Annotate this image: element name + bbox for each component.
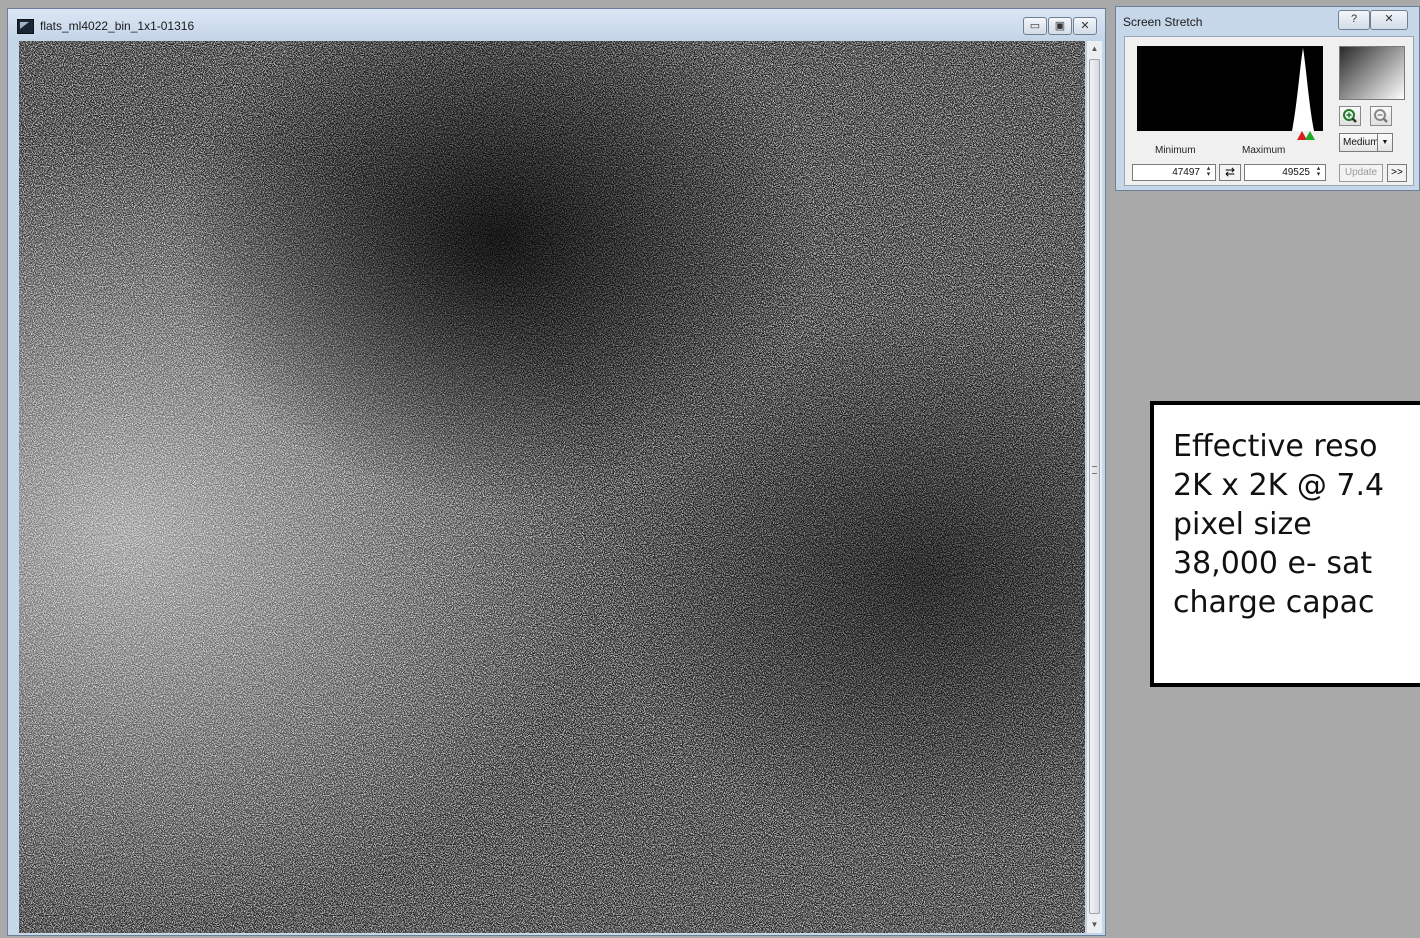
maximum-input[interactable] [1245, 165, 1325, 180]
annotation-line: 38,000 e- sat [1173, 546, 1373, 581]
image-window: flats_ml4022_bin_1x1-01316 ▭ ▣ ✕ [7, 8, 1106, 936]
zoom-in-button[interactable] [1339, 106, 1361, 126]
annotation-box: Effective reso 2K x 2K @ 7.4 pixel size … [1150, 401, 1420, 687]
histogram-curve [1292, 48, 1314, 131]
stretch-gradient-preview [1339, 46, 1405, 100]
scroll-up-arrow-icon[interactable]: ▲ [1090, 44, 1099, 53]
screen-stretch-title: Screen Stretch [1123, 15, 1203, 29]
zoom-in-icon [1343, 109, 1357, 123]
chevron-down-icon[interactable]: ▼ [1377, 134, 1392, 151]
minimum-input[interactable] [1133, 165, 1215, 180]
stretch-panel: Minimum Maximum ▴▾ ⇄ ▴▾ [1124, 36, 1414, 186]
maximum-marker-icon[interactable] [1305, 131, 1315, 140]
more-button[interactable]: >> [1387, 164, 1407, 182]
scrollbar-grip-icon [1092, 466, 1097, 474]
annotation-line: charge capac [1173, 585, 1375, 620]
maximum-spin-arrows-icon[interactable]: ▴ ▾ [1316, 165, 1321, 178]
help-button[interactable]: ? [1338, 10, 1370, 30]
histogram[interactable] [1137, 46, 1323, 131]
scrollbar-thumb[interactable] [1089, 59, 1100, 914]
flat-field-image[interactable] [19, 41, 1085, 933]
stretch-close-button[interactable]: ✕ [1370, 10, 1408, 30]
zoom-out-icon [1374, 109, 1388, 123]
preset-value: Medium [1343, 137, 1379, 148]
update-button[interactable]: Update [1339, 164, 1383, 182]
maximize-button[interactable]: ▣ [1048, 17, 1072, 35]
annotation-line: 2K x 2K @ 7.4 [1173, 468, 1385, 503]
scroll-down-arrow-icon[interactable]: ▼ [1090, 920, 1099, 929]
minimum-marker-icon[interactable] [1297, 131, 1307, 140]
minimize-button[interactable]: ▭ [1023, 17, 1047, 35]
close-button[interactable]: ✕ [1073, 17, 1097, 35]
minimum-spinner[interactable]: ▴▾ [1132, 164, 1216, 181]
vertical-scrollbar[interactable]: ▲ ▼ [1086, 41, 1102, 933]
image-window-title: flats_ml4022_bin_1x1-01316 [40, 19, 195, 33]
swap-button[interactable]: ⇄ [1219, 164, 1241, 181]
noise-image-render [19, 41, 1085, 933]
minimum-label: Minimum [1155, 145, 1196, 156]
app-icon [17, 19, 34, 34]
maximum-label: Maximum [1242, 145, 1286, 156]
annotation-line: pixel size [1173, 507, 1312, 542]
maximum-spinner[interactable]: ▴▾ [1244, 164, 1326, 181]
minimum-spin-arrows-icon[interactable]: ▴ ▾ [1206, 165, 1211, 178]
annotation-line: Effective reso [1173, 429, 1378, 464]
screen-stretch-window: Screen Stretch ? ✕ Minimum Maximum ▴▾ ⇄ … [1115, 6, 1420, 191]
preset-dropdown[interactable]: Medium ▼ [1339, 133, 1393, 152]
image-window-titlebar[interactable]: flats_ml4022_bin_1x1-01316 ▭ ▣ ✕ [8, 9, 1105, 41]
zoom-out-button[interactable] [1370, 106, 1392, 126]
